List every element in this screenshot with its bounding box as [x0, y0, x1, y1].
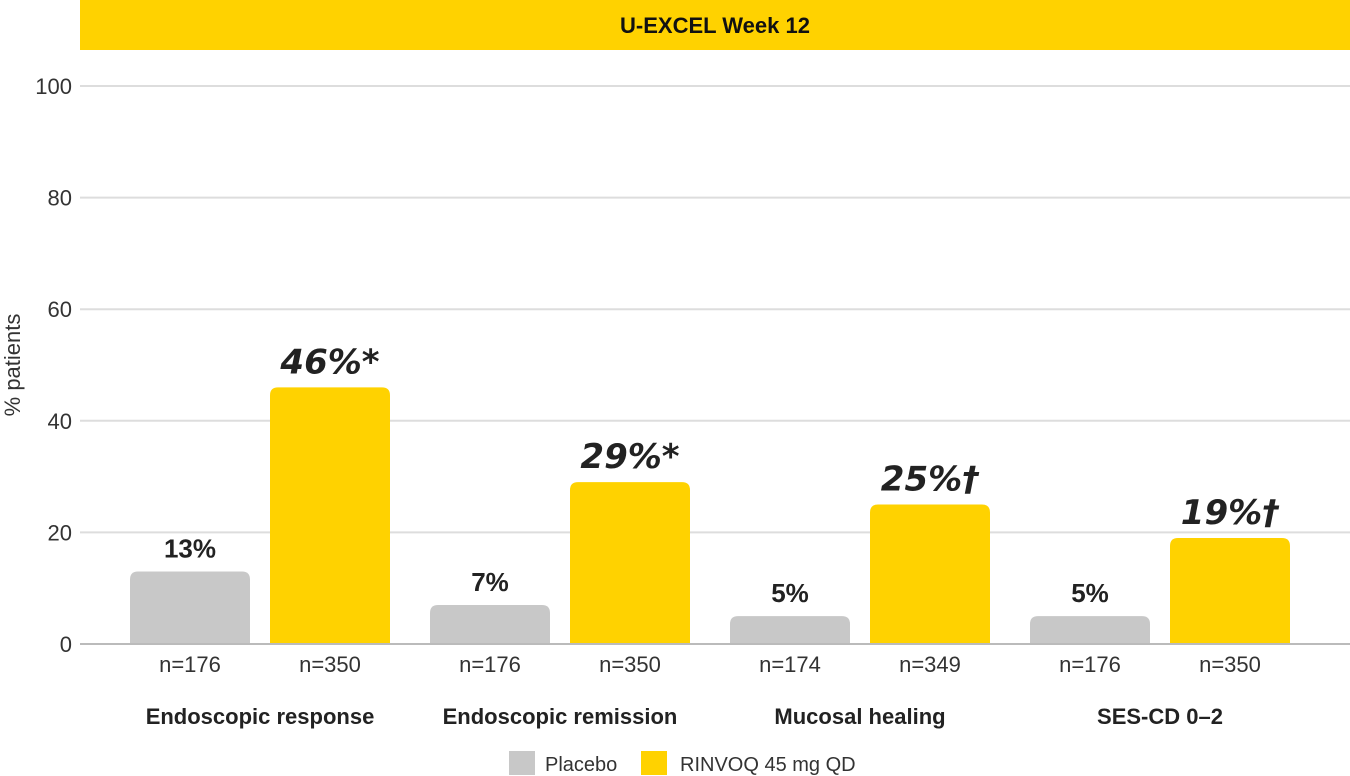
placebo-bar [130, 571, 250, 644]
sample-size-label: n=176 [459, 652, 521, 677]
sample-size-label: n=176 [159, 652, 221, 677]
y-tick-label: 20 [48, 520, 72, 545]
sample-size-label: n=349 [899, 652, 961, 677]
legend-label-placebo: Placebo [545, 754, 617, 776]
legend-swatch-rinvoq [641, 751, 667, 775]
bar-value-label: 5% [1071, 578, 1109, 608]
sample-size-label: n=176 [1059, 652, 1121, 677]
y-tick-label: 80 [48, 186, 72, 211]
chart-title: U-EXCEL Week 12 [620, 13, 810, 38]
legend-label-rinvoq: RINVOQ 45 mg QD [680, 754, 856, 776]
bar-value-label: 13% [164, 533, 216, 563]
category-label: SES-CD 0–2 [1097, 704, 1223, 729]
bar-value-label: 19%† [1181, 493, 1280, 533]
y-tick-label: 0 [60, 632, 72, 657]
bar-value-label: 5% [771, 578, 809, 608]
category-label: Mucosal healing [774, 704, 945, 729]
sample-size-label: n=350 [599, 652, 661, 677]
sample-size-label: n=174 [759, 652, 821, 677]
sample-size-label: n=350 [1199, 652, 1261, 677]
category-label: Endoscopic response [146, 704, 375, 729]
bar-value-label: 25%† [881, 460, 980, 500]
y-tick-label: 100 [35, 74, 72, 99]
placebo-bar [430, 604, 550, 644]
legend-swatch-placebo [509, 751, 535, 775]
category-label: Endoscopic remission [443, 704, 678, 729]
bar-value-label: 29%* [580, 437, 679, 477]
sample-size-label: n=350 [299, 652, 361, 677]
title-banner [80, 0, 1350, 50]
y-tick-label: 60 [48, 297, 72, 322]
rinvoq-bar [870, 504, 990, 644]
y-axis-label: % patients [0, 314, 25, 417]
rinvoq-bar [270, 387, 390, 644]
bar-value-label: 7% [471, 567, 509, 597]
rinvoq-bar [1170, 537, 1290, 644]
placebo-bar [1030, 616, 1150, 644]
rinvoq-bar [570, 482, 690, 644]
y-tick-label: 40 [48, 409, 72, 434]
placebo-bar [730, 616, 850, 644]
bar-value-label: 46%* [279, 342, 379, 382]
